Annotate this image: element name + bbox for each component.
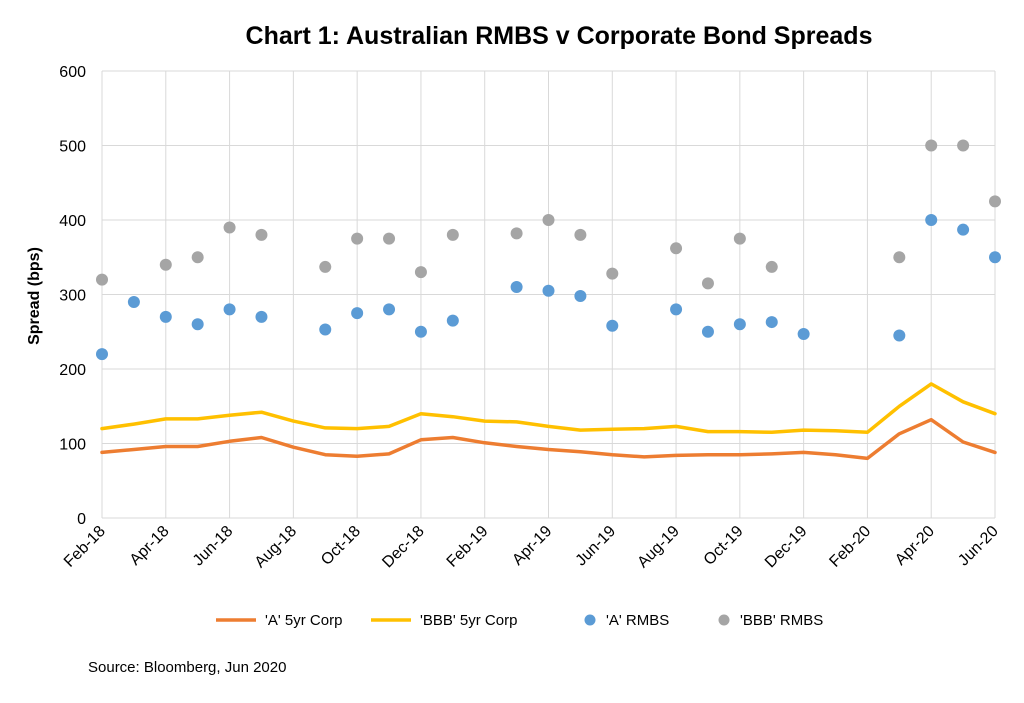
data-point bbox=[446, 314, 459, 327]
data-point bbox=[383, 303, 396, 316]
data-point bbox=[255, 310, 268, 323]
data-point bbox=[989, 195, 1001, 208]
x-tick-label: Jun-20 bbox=[955, 523, 1002, 570]
data-point bbox=[893, 329, 906, 342]
series-line-bbb-5yr-corp bbox=[100, 382, 997, 435]
data-point bbox=[606, 267, 619, 280]
y-tick-label: 300 bbox=[59, 288, 86, 305]
data-point bbox=[510, 227, 523, 240]
data-point bbox=[733, 232, 746, 245]
data-point bbox=[127, 295, 140, 308]
y-tick-label: 400 bbox=[59, 213, 86, 230]
x-tick-label: Aug-19 bbox=[634, 523, 683, 572]
data-point bbox=[414, 325, 427, 338]
series-line-a-5yr-corp bbox=[100, 417, 997, 461]
legend-label: 'A' 5yr Corp bbox=[265, 612, 342, 629]
legend: 'A' 5yr Corp 'BBB' 5yr Corp 'A' RMBS 'BBB' … bbox=[216, 612, 823, 629]
data-point bbox=[159, 258, 172, 271]
legend-label: 'BBB' RMBS bbox=[740, 612, 823, 629]
x-axis-ticks: Feb-18 Apr-18 Jun-18 Aug-18 Oct-18 Dec-18 Feb-… bbox=[61, 523, 1002, 572]
data-point bbox=[96, 273, 108, 286]
chart-title: Chart 1: Australian RMBS v Corporate Bon… bbox=[246, 22, 873, 50]
data-point bbox=[765, 316, 778, 329]
data-point bbox=[383, 232, 396, 245]
data-point bbox=[670, 303, 683, 316]
x-tick-label: Dec-19 bbox=[762, 523, 811, 572]
data-point bbox=[701, 325, 714, 338]
data-point bbox=[957, 223, 970, 236]
x-tick-label: Feb-20 bbox=[826, 523, 874, 571]
legend-label: 'BBB' 5yr Corp bbox=[420, 612, 517, 629]
data-point bbox=[446, 228, 459, 241]
data-point bbox=[542, 284, 555, 297]
data-point bbox=[925, 214, 938, 226]
data-point bbox=[701, 277, 714, 290]
legend-item: 'BBB' RMBS bbox=[718, 612, 823, 629]
data-point bbox=[606, 319, 619, 332]
data-point bbox=[893, 251, 906, 264]
series-a-rmbs bbox=[96, 214, 1001, 361]
data-point bbox=[191, 251, 204, 264]
y-tick-label: 200 bbox=[59, 362, 86, 379]
data-point bbox=[574, 289, 587, 302]
data-point bbox=[510, 281, 523, 294]
data-point bbox=[351, 232, 364, 245]
x-tick-label: Apr-19 bbox=[509, 523, 555, 569]
data-point bbox=[989, 251, 1001, 264]
x-tick-label: Feb-18 bbox=[61, 523, 109, 571]
y-tick-label: 100 bbox=[59, 437, 86, 454]
x-tick-label: Oct-18 bbox=[318, 523, 364, 569]
legend-swatch bbox=[718, 614, 730, 626]
data-point bbox=[255, 228, 268, 241]
data-point bbox=[574, 228, 587, 241]
data-point bbox=[925, 139, 938, 152]
legend-item: 'BBB' 5yr Corp bbox=[371, 612, 517, 629]
y-tick-label: 600 bbox=[59, 64, 86, 81]
x-tick-label: Jun-18 bbox=[190, 523, 237, 570]
series-bbb-rmbs bbox=[96, 139, 1001, 290]
y-axis-label: Spread (bps) bbox=[26, 247, 43, 345]
legend-item: 'A' 5yr Corp bbox=[216, 612, 342, 629]
x-tick-label: Apr-18 bbox=[127, 523, 173, 569]
data-point bbox=[733, 318, 746, 331]
data-point bbox=[957, 139, 970, 152]
y-tick-label: 0 bbox=[77, 511, 86, 528]
data-point bbox=[351, 307, 364, 320]
data-point bbox=[319, 323, 332, 336]
x-tick-label: Dec-18 bbox=[379, 523, 428, 572]
data-point bbox=[797, 327, 810, 340]
data-point bbox=[223, 303, 236, 316]
x-tick-label: Oct-19 bbox=[701, 523, 747, 569]
legend-swatch bbox=[584, 614, 596, 626]
legend-label: 'A' RMBS bbox=[606, 612, 669, 629]
data-point bbox=[765, 260, 778, 273]
data-point bbox=[414, 266, 427, 279]
x-tick-label: Feb-19 bbox=[444, 523, 492, 571]
data-point bbox=[670, 242, 683, 255]
data-point bbox=[96, 348, 108, 361]
data-point bbox=[319, 260, 332, 273]
legend-item: 'A' RMBS bbox=[584, 612, 669, 629]
data-point bbox=[159, 310, 172, 323]
x-tick-label: Jun-19 bbox=[573, 523, 620, 570]
x-tick-label: Apr-20 bbox=[892, 523, 938, 569]
series bbox=[96, 139, 1001, 461]
y-axis-ticks: 0 100 200 300 400 500 600 bbox=[59, 64, 86, 528]
source-note: Source: Bloomberg, Jun 2020 bbox=[88, 659, 286, 676]
data-point bbox=[223, 221, 236, 234]
x-tick-label: Aug-18 bbox=[252, 523, 301, 572]
data-point bbox=[542, 214, 555, 226]
data-point bbox=[191, 318, 204, 331]
y-tick-label: 500 bbox=[59, 139, 86, 156]
